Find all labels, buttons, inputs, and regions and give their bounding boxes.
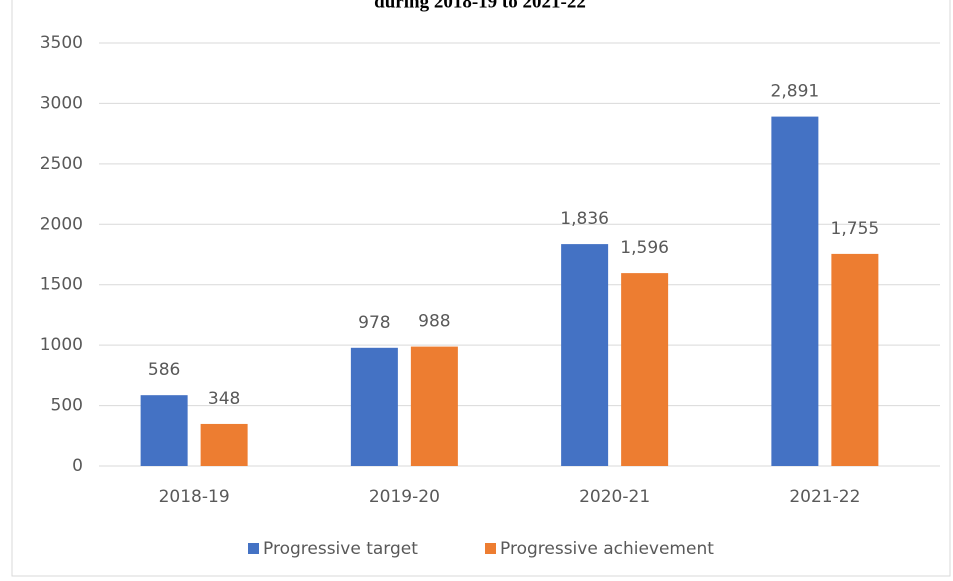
data-label: 988 xyxy=(418,312,450,332)
bar xyxy=(140,395,188,466)
bar xyxy=(350,347,398,466)
x-tick-label: 2020-21 xyxy=(579,487,650,507)
chart-title: during 2018-19 to 2021-22 xyxy=(374,0,586,12)
legend-label: Progressive achievement xyxy=(500,539,714,559)
y-tick-label: 0 xyxy=(72,456,83,476)
data-label: 348 xyxy=(208,389,240,409)
bar xyxy=(771,116,819,467)
data-label: 2,891 xyxy=(771,82,820,102)
data-label: 978 xyxy=(358,313,390,333)
bar xyxy=(831,253,879,466)
legend-swatch xyxy=(248,543,259,554)
data-label: 1,755 xyxy=(831,219,880,239)
bar xyxy=(410,346,458,466)
x-tick-label: 2021-22 xyxy=(789,487,860,507)
data-label: 1,836 xyxy=(560,209,609,229)
y-tick-label: 1000 xyxy=(40,335,83,355)
y-tick-label: 2000 xyxy=(40,214,83,234)
bar xyxy=(621,273,669,466)
y-tick-label: 500 xyxy=(51,396,83,416)
bar xyxy=(561,244,609,466)
legend-label: Progressive target xyxy=(263,539,418,559)
bar xyxy=(200,423,248,466)
x-tick-label: 2019-20 xyxy=(369,487,440,507)
y-tick-label: 3000 xyxy=(40,93,83,113)
data-label: 586 xyxy=(148,360,180,380)
y-tick-label: 1500 xyxy=(40,275,83,295)
y-tick-label: 3500 xyxy=(40,33,83,53)
x-tick-label: 2018-19 xyxy=(159,487,230,507)
y-tick-label: 2500 xyxy=(40,154,83,174)
legend-swatch xyxy=(485,543,496,554)
data-label: 1,596 xyxy=(620,238,669,258)
